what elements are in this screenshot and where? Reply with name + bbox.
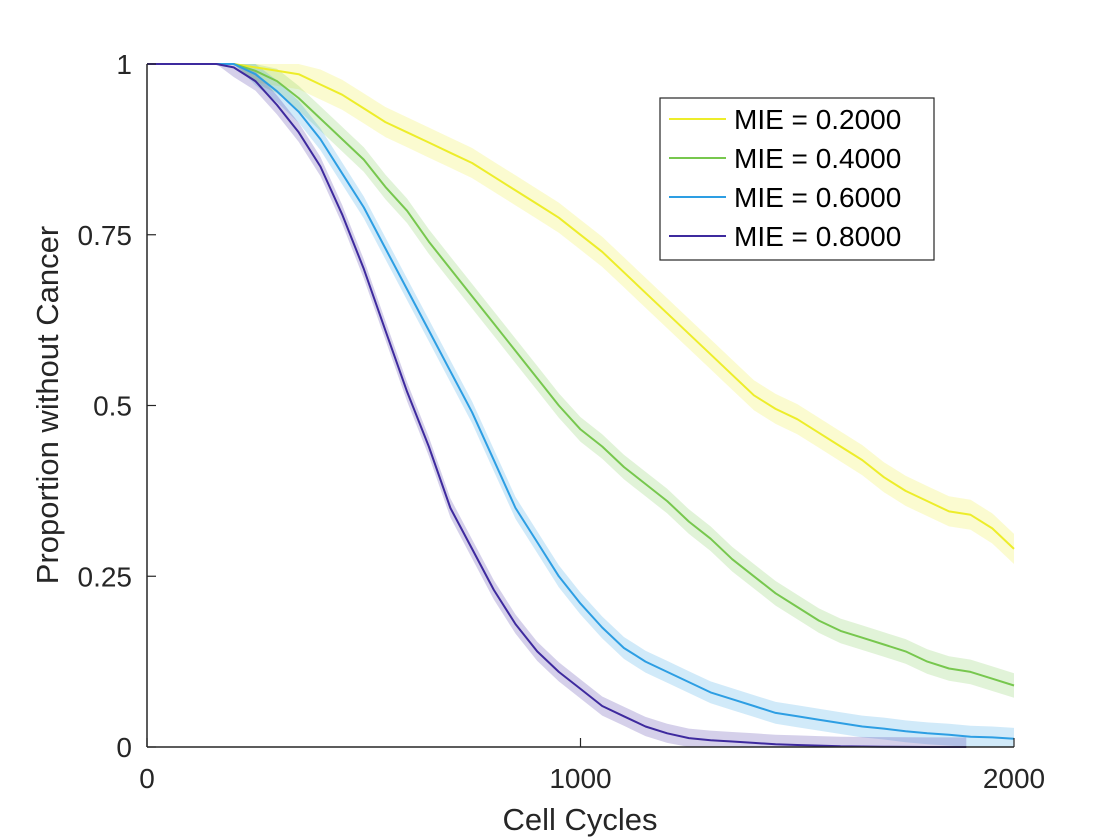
- x-tick-label: 2000: [983, 763, 1045, 794]
- legend-label-2: MIE = 0.4000: [734, 143, 901, 174]
- x-tick-label: 0: [139, 763, 155, 794]
- series-line-4: [147, 63, 967, 748]
- legend-label-1: MIE = 0.2000: [734, 104, 901, 135]
- legend: MIE = 0.2000 MIE = 0.4000 MIE = 0.6000 MIE …: [659, 97, 935, 261]
- series-line-2: [147, 63, 1015, 687]
- confidence-band-1: [147, 64, 1014, 564]
- series-line-3: [147, 63, 1015, 740]
- ticks: 0 1000 2000 0 0.25 0.5 0.75 1: [78, 49, 1046, 794]
- y-tick-label: 0.25: [78, 561, 133, 592]
- confidence-band-4: [147, 64, 967, 747]
- legend-label-3: MIE = 0.6000: [734, 182, 901, 213]
- y-tick-label: 0.75: [78, 220, 133, 251]
- y-tick-label: 0: [116, 732, 132, 763]
- x-axis-label: Cell Cycles: [502, 802, 657, 837]
- y-tick-label: 0.5: [93, 391, 132, 422]
- confidence-band-3: [147, 64, 1014, 747]
- x-tick-label: 1000: [549, 763, 611, 794]
- y-tick-label: 1: [116, 49, 132, 80]
- confidence-bands: [147, 64, 1014, 747]
- legend-box: [659, 97, 935, 261]
- series-line-1: [147, 63, 1015, 550]
- legend-label-4: MIE = 0.8000: [734, 221, 901, 252]
- series-lines: [147, 63, 1015, 748]
- y-axis-label: Proportion without Cancer: [30, 226, 65, 584]
